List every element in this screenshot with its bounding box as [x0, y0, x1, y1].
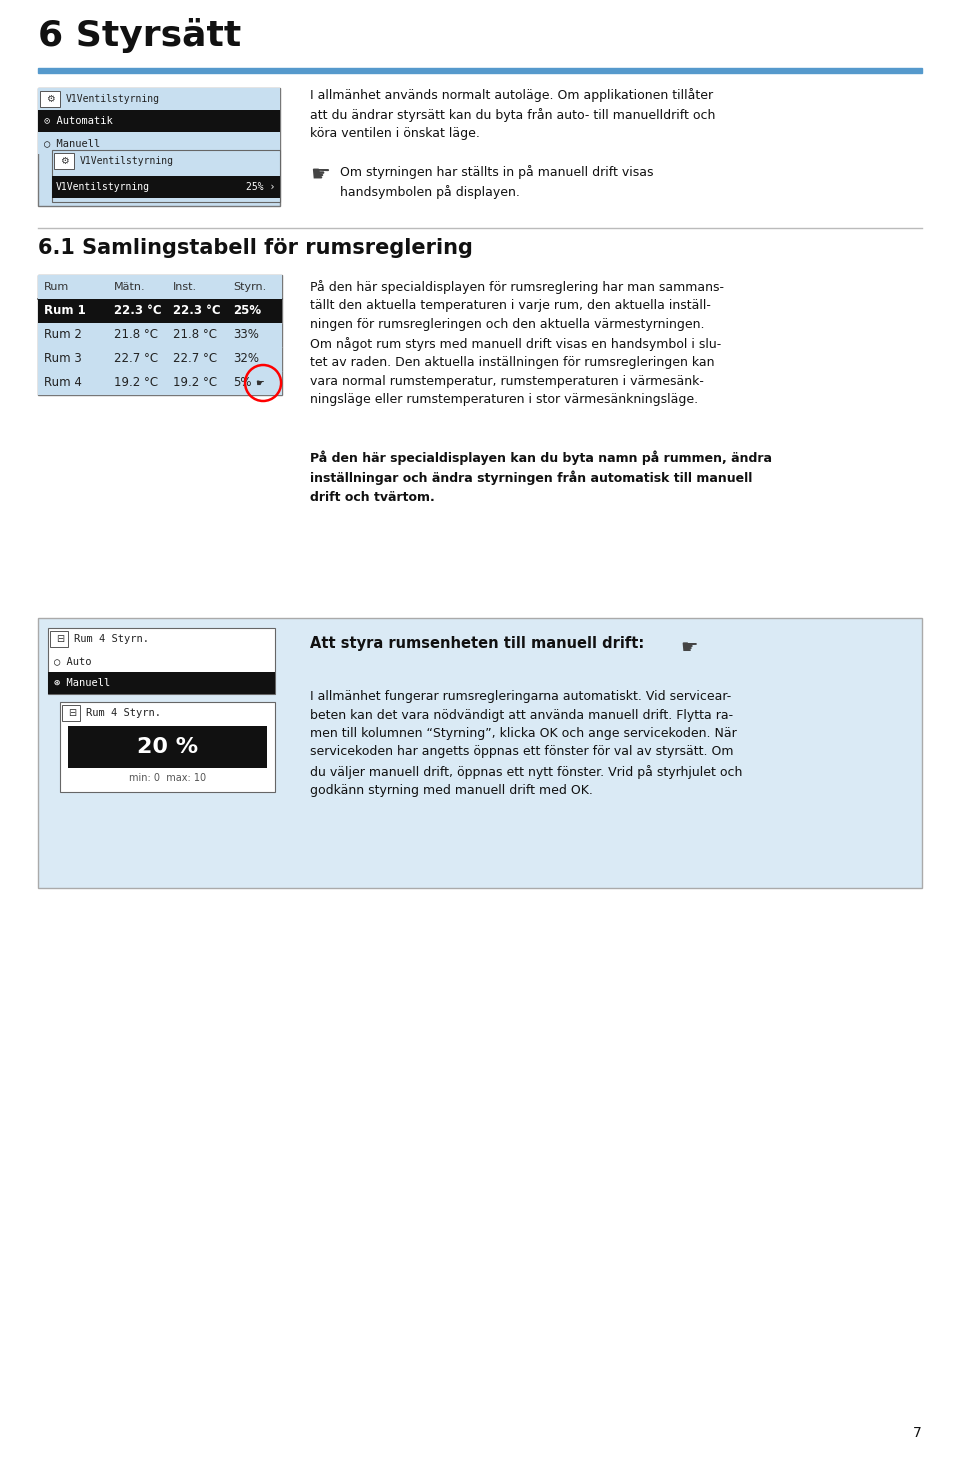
Bar	[52, 176, 280, 198]
Text: min: 0  max: 10: min: 0 max: 10	[129, 774, 206, 782]
Text: ⚙: ⚙	[46, 94, 55, 104]
Text: 22.7 °C: 22.7 °C	[113, 352, 157, 366]
Bar	[52, 150, 280, 203]
Text: 22.7 °C: 22.7 °C	[174, 352, 218, 366]
Text: ○ Manuell: ○ Manuell	[44, 138, 100, 148]
Bar	[38, 323, 282, 346]
Text: Rum 3: Rum 3	[44, 352, 82, 366]
Text: 21.8 °C: 21.8 °C	[174, 329, 217, 342]
Bar	[38, 618, 922, 888]
Text: I allmänhet används normalt autoläge. Om applikationen tillåter
att du ändrar st: I allmänhet används normalt autoläge. Om…	[310, 88, 715, 141]
Bar	[38, 110, 280, 132]
Text: ⊟: ⊟	[56, 634, 64, 644]
Bar	[38, 371, 282, 395]
Text: Rum 4 Styrn.: Rum 4 Styrn.	[86, 708, 161, 718]
Text: Om styrningen har ställts in på manuell drift visas
handsymbolen på displayen.: Om styrningen har ställts in på manuell …	[340, 164, 654, 200]
Bar	[50, 631, 68, 647]
Text: 7: 7	[913, 1425, 922, 1440]
Bar	[38, 299, 282, 323]
Text: 5%: 5%	[233, 376, 252, 389]
Text: Rum 4 Styrn.: Rum 4 Styrn.	[74, 634, 149, 644]
Text: Rum 1: Rum 1	[44, 304, 85, 317]
Bar	[38, 275, 282, 395]
Text: Rum 4: Rum 4	[44, 376, 82, 389]
Text: 33%: 33%	[233, 329, 259, 342]
Text: 22.3 °C: 22.3 °C	[113, 304, 161, 317]
Text: 21.8 °C: 21.8 °C	[113, 329, 157, 342]
Text: 25% ›: 25% ›	[246, 182, 275, 192]
Bar	[40, 91, 60, 107]
Text: 25%: 25%	[233, 304, 261, 317]
Text: V1Ventilstyrning: V1Ventilstyrning	[56, 182, 150, 192]
Text: 20 %: 20 %	[137, 737, 198, 757]
Text: 6.1 Samlingstabell för rumsreglering: 6.1 Samlingstabell för rumsreglering	[38, 238, 473, 258]
Text: Mätn.: Mätn.	[113, 282, 145, 292]
Bar	[54, 153, 74, 169]
Text: 6 Styrsätt: 6 Styrsätt	[38, 18, 241, 53]
Text: 19.2 °C: 19.2 °C	[113, 376, 157, 389]
Bar	[68, 727, 267, 768]
Text: Rum 2: Rum 2	[44, 329, 82, 342]
Bar	[38, 275, 282, 299]
Text: ☛: ☛	[680, 639, 698, 658]
Bar	[62, 705, 80, 721]
Text: 32%: 32%	[233, 352, 259, 366]
Text: 19.2 °C: 19.2 °C	[174, 376, 218, 389]
Text: Inst.: Inst.	[174, 282, 198, 292]
Text: På den här specialdisplayen kan du byta namn på rummen, ändra
inställningar och : På den här specialdisplayen kan du byta …	[310, 451, 772, 504]
Bar	[48, 628, 275, 694]
Text: ⊛ Manuell: ⊛ Manuell	[54, 678, 110, 688]
Text: Rum: Rum	[44, 282, 69, 292]
Text: ○ Auto: ○ Auto	[54, 656, 91, 666]
Text: På den här specialdisplayen för rumsreglering har man sammans-
tällt den aktuell: På den här specialdisplayen för rumsregl…	[310, 280, 724, 407]
Text: Styrn.: Styrn.	[233, 282, 266, 292]
Bar	[38, 346, 282, 371]
Bar	[38, 68, 922, 73]
Bar	[38, 88, 280, 110]
Text: ☛: ☛	[255, 377, 264, 388]
Text: I allmänhet fungerar rumsregleringarna automatiskt. Vid servicear-
beten kan det: I allmänhet fungerar rumsregleringarna a…	[310, 690, 742, 797]
Bar	[38, 132, 280, 154]
Text: ⊟: ⊟	[68, 708, 76, 718]
Text: ⚙: ⚙	[60, 156, 68, 166]
Text: V1Ventilstyrning: V1Ventilstyrning	[80, 156, 174, 166]
Text: V1Ventilstyrning: V1Ventilstyrning	[66, 94, 160, 104]
Bar	[48, 672, 275, 694]
Text: ☛: ☛	[310, 164, 330, 185]
Text: Att styra rumsenheten till manuell drift:: Att styra rumsenheten till manuell drift…	[310, 636, 644, 650]
Text: 22.3 °C: 22.3 °C	[174, 304, 221, 317]
Bar	[38, 88, 280, 206]
Text: ⊙ Automatik: ⊙ Automatik	[44, 116, 112, 126]
Bar	[60, 702, 275, 793]
